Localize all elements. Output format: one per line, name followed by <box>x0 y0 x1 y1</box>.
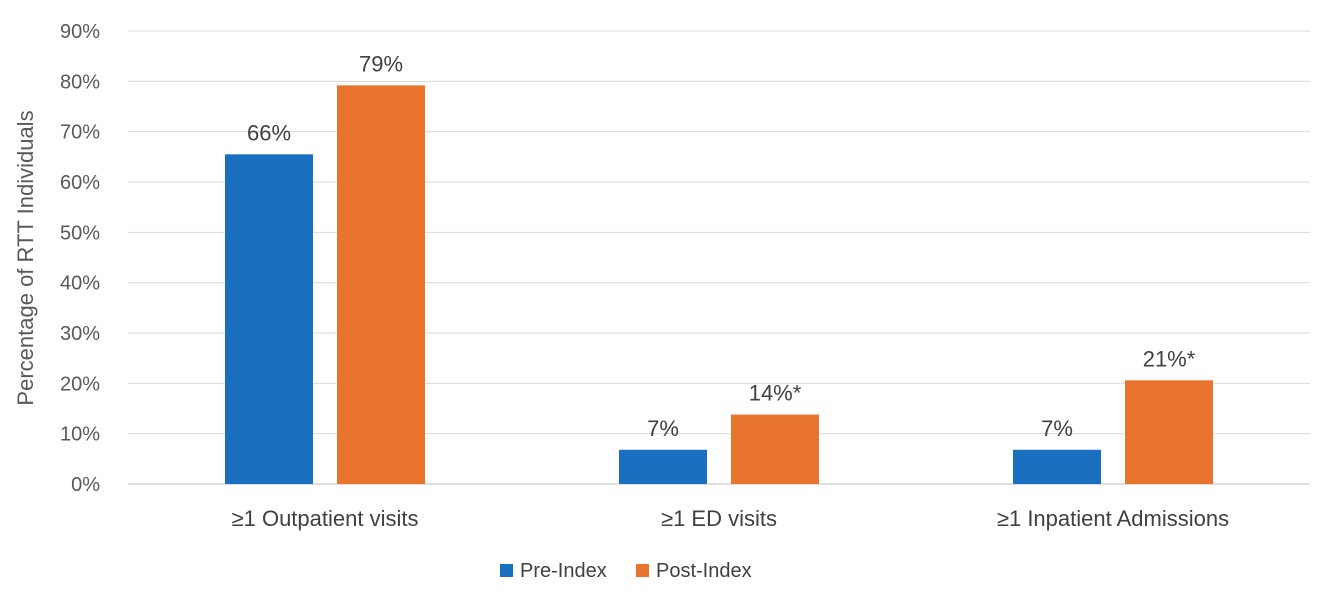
legend-item-pre-index: Pre-Index <box>500 560 607 582</box>
x-tick-label: ≥1 Outpatient visits <box>232 506 419 531</box>
y-tick-label: 80% <box>60 71 100 93</box>
bar-post-index <box>731 414 819 484</box>
data-label: 14%* <box>749 381 802 406</box>
y-tick-label: 30% <box>60 323 100 345</box>
legend-label: Post-Index <box>656 560 752 582</box>
y-tick-label: 10% <box>60 424 100 446</box>
bar-post-index <box>1125 380 1213 484</box>
legend-swatch <box>500 564 513 577</box>
y-tick-label: 40% <box>60 273 100 295</box>
y-tick-label: 60% <box>60 172 100 194</box>
bar-pre-index <box>225 154 313 485</box>
data-label: 7% <box>1041 416 1073 441</box>
y-tick-label: 90% <box>60 21 100 43</box>
bar-pre-index <box>619 449 707 484</box>
x-axis-ticks: ≥1 Outpatient visits ≥1 ED visits ≥1 Inpat… <box>232 506 1230 531</box>
data-labels: 66% 79% 7% 14%* 7% 21%* <box>247 51 1196 440</box>
gridlines <box>128 30 1310 485</box>
data-label: 79% <box>359 51 403 76</box>
data-label: 21%* <box>1143 346 1196 371</box>
y-axis-ticks: 0% 10% 20% 30% 40% 50% 60% 70% 80% 90% <box>60 21 100 496</box>
y-tick-label: 0% <box>71 474 100 496</box>
y-tick-label: 20% <box>60 373 100 395</box>
data-label: 66% <box>247 120 291 145</box>
x-tick-label: ≥1 ED visits <box>661 506 777 531</box>
bar-pre-index <box>1013 449 1101 484</box>
y-tick-label: 50% <box>60 222 100 244</box>
data-label: 7% <box>647 416 679 441</box>
y-tick-label: 70% <box>60 122 100 144</box>
y-axis-label: Percentage of RTT Individuals <box>13 110 38 405</box>
legend-label: Pre-Index <box>520 560 607 582</box>
bar-post-index <box>337 85 425 485</box>
bars <box>225 85 1213 485</box>
legend-swatch <box>636 564 649 577</box>
legend-item-post-index: Post-Index <box>636 560 752 582</box>
legend: Pre-Index Post-Index <box>500 560 752 582</box>
x-tick-label: ≥1 Inpatient Admissions <box>997 506 1229 531</box>
